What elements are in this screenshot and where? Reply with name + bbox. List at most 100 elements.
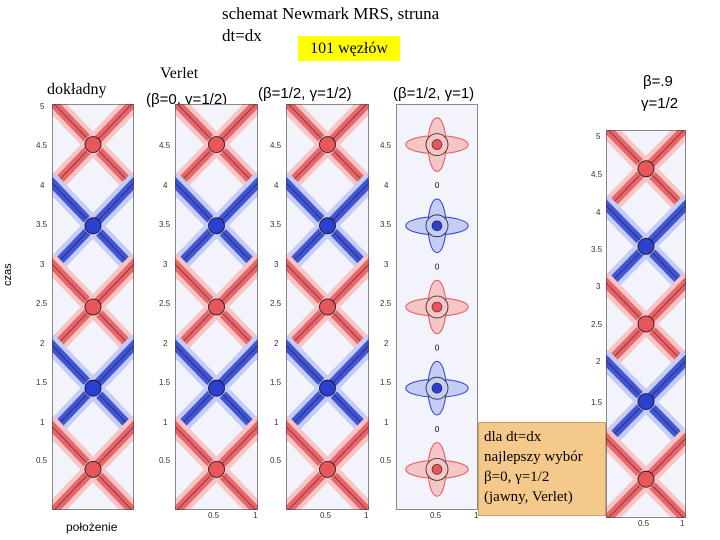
- tick-b12g1-2: 2: [384, 339, 389, 348]
- tick-verlet-4: 4: [163, 181, 168, 190]
- contour-exact: [52, 104, 134, 510]
- panel-exact: [52, 104, 134, 510]
- tick-exact-1: 1: [40, 418, 45, 427]
- contour-verlet: [175, 104, 258, 510]
- contour-blob: [606, 272, 686, 376]
- tick-exact-2: 2: [40, 339, 45, 348]
- tick-exact-2.5: 2.5: [36, 299, 48, 308]
- note-line-3: β=0, γ=1/2: [484, 469, 550, 485]
- xtick-verlet-0.5: 0.5: [208, 511, 220, 520]
- tick-verlet-0.5: 0.5: [159, 456, 171, 465]
- slide-subtitle: dt=dx: [222, 26, 262, 45]
- contour-blob: [175, 253, 258, 361]
- contour-blob: [286, 253, 369, 361]
- contour-blob: [405, 360, 469, 416]
- tick-verlet-1: 1: [163, 418, 168, 427]
- label-verlet-params: (β=0, γ=1/2): [146, 91, 228, 108]
- contour-blob: [405, 279, 469, 335]
- label-exact: dokładny: [47, 81, 107, 98]
- contour-blob: [606, 130, 686, 221]
- contour-blob: [405, 198, 469, 254]
- contour-blob: [286, 415, 369, 510]
- tick-b12g12-3.5: 3.5: [270, 220, 282, 229]
- note-line-2: najlepszy wybór: [484, 449, 583, 465]
- tick-b12g1-0.5: 0.5: [380, 456, 392, 465]
- contour-zero-label: 0: [434, 344, 439, 353]
- tick-b12g1-3.5: 3.5: [380, 220, 392, 229]
- contour-blob: [175, 172, 258, 280]
- contour-blob: [52, 334, 134, 442]
- xtick-b12g1-0.5: 0.5: [430, 511, 442, 520]
- contour-zero-label: 0: [434, 425, 439, 434]
- tick-b09-4: 4: [596, 208, 601, 217]
- tick-b09-2.5: 2.5: [591, 320, 603, 329]
- tick-verlet-3.5: 3.5: [159, 220, 171, 229]
- xtick-b09-1: 1: [680, 519, 685, 528]
- tick-b12g12-2.5: 2.5: [270, 299, 282, 308]
- tick-verlet-3: 3: [163, 260, 168, 269]
- contour-blob: [606, 427, 686, 518]
- note-line-1: dla dt=dx: [484, 429, 542, 445]
- contour-blob: [286, 334, 369, 442]
- nodes-badge: 101 węzłów: [298, 36, 400, 61]
- contour-blob: [606, 194, 686, 298]
- tick-b12g12-2: 2: [274, 339, 279, 348]
- tick-b12g12-4: 4: [274, 181, 279, 190]
- tick-b12g1-4.5: 4.5: [380, 141, 392, 150]
- tick-b09-3.5: 3.5: [591, 245, 603, 254]
- tick-b12g12-1.5: 1.5: [270, 378, 282, 387]
- tick-exact-0.5: 0.5: [36, 456, 48, 465]
- tick-b12g1-1.5: 1.5: [380, 378, 392, 387]
- tick-b12g12-3: 3: [274, 260, 279, 269]
- panel-b12g12: [286, 104, 369, 510]
- contour-zero-label: 0: [434, 181, 439, 190]
- contour-blob: [405, 117, 469, 172]
- contour-blob: [52, 172, 134, 280]
- contour-b12g12: [286, 104, 369, 510]
- xtick-b12g1-1: 1: [474, 511, 479, 520]
- tick-verlet-4.5: 4.5: [159, 141, 171, 150]
- label-b12g1: (β=1/2, γ=1): [393, 85, 475, 102]
- contour-b09g12: [606, 130, 686, 518]
- xtick-verlet-1: 1: [253, 511, 258, 520]
- tick-verlet-1.5: 1.5: [159, 378, 171, 387]
- contour-zero-label: 0: [434, 262, 439, 271]
- slide-title: schemat Newmark MRS, struna: [222, 4, 440, 23]
- contour-blob: [52, 415, 134, 510]
- tick-b12g1-3: 3: [384, 260, 389, 269]
- tick-b09-5: 5: [596, 132, 601, 141]
- tick-exact-5: 5: [40, 102, 45, 111]
- contour-blob: [52, 104, 134, 199]
- xtick-b09-0.5: 0.5: [638, 519, 650, 528]
- tick-b12g1-1: 1: [384, 418, 389, 427]
- contour-blob: [286, 104, 369, 199]
- contour-blob: [175, 334, 258, 442]
- tick-b12g12-1: 1: [274, 418, 279, 427]
- panel-b12g1: 0 0 0 0: [396, 104, 478, 510]
- contour-blob: [606, 350, 686, 454]
- tick-b09-4.5: 4.5: [591, 170, 603, 179]
- tick-b09-2: 2: [596, 357, 601, 366]
- xtick-b12g12-0.5: 0.5: [320, 511, 332, 520]
- contour-blob: [175, 104, 258, 199]
- tick-b12g12-4.5: 4.5: [270, 141, 282, 150]
- label-b12g12: (β=1/2, γ=1/2): [258, 85, 352, 102]
- note-line-4: (jawny, Verlet): [484, 489, 573, 505]
- contour-b12g1: 0 0 0 0: [396, 104, 478, 510]
- contour-blob: [52, 253, 134, 361]
- tick-b12g1-4: 4: [384, 181, 389, 190]
- contour-blob: [175, 415, 258, 510]
- tick-exact-4.5: 4.5: [36, 141, 48, 150]
- tick-b09-3: 3: [596, 282, 601, 291]
- label-b09-beta: β=.9: [643, 73, 673, 90]
- tick-b12g12-0.5: 0.5: [270, 456, 282, 465]
- tick-verlet-2.5: 2.5: [159, 299, 171, 308]
- x-axis-label: położenie: [66, 520, 118, 534]
- tick-verlet-2: 2: [163, 339, 168, 348]
- tick-exact-3: 3: [40, 260, 45, 269]
- xtick-b12g12-1: 1: [364, 511, 369, 520]
- panel-b09g12: [606, 130, 686, 518]
- tick-b12g1-2.5: 2.5: [380, 299, 392, 308]
- tick-exact-1.5: 1.5: [36, 378, 48, 387]
- tick-b09-1.5: 1.5: [591, 398, 603, 407]
